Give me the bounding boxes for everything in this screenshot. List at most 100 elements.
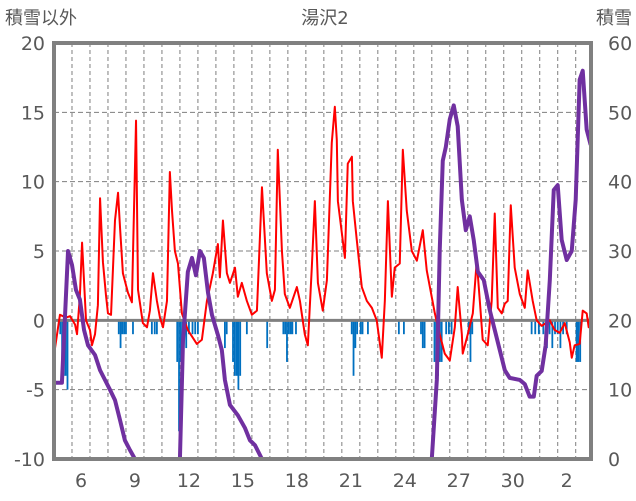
precipitation-bar [117, 320, 120, 335]
precipitation-bar [185, 320, 188, 349]
precipitation-bar [245, 320, 248, 335]
x-tick-label: 15 [231, 470, 255, 492]
precipitation-bar [176, 320, 179, 362]
precipitation-bar [123, 320, 126, 335]
precipitation-bar [577, 320, 580, 362]
precipitation-bar [471, 320, 474, 335]
precipitation-bar [237, 320, 240, 390]
right-tick-label: 20 [608, 310, 632, 332]
x-tick-label: 9 [129, 470, 141, 492]
precipitation-bar [530, 320, 533, 335]
precipitation-bar [350, 320, 353, 335]
left-axis-title: 積雪以外 [5, 8, 77, 29]
precipitation-bar [352, 320, 355, 376]
left-tick-label: 0 [33, 310, 45, 332]
x-tick-label: 27 [447, 470, 471, 492]
precipitation-bar [66, 320, 69, 390]
precipitation-bar [420, 320, 422, 335]
precipitation-bar [397, 320, 400, 335]
temperature-line [53, 105, 592, 362]
right-tick-label: 50 [608, 102, 632, 124]
precipitation-bar [359, 320, 362, 335]
precipitation-bar [469, 320, 472, 362]
precipitation-bar [194, 320, 197, 335]
precipitation-bar [125, 320, 127, 335]
precipitation-bar [64, 320, 67, 376]
left-tick-label: 5 [33, 241, 45, 263]
right-tick-label: 40 [608, 172, 632, 194]
precipitation-bar [548, 320, 551, 335]
gridlines [54, 43, 591, 459]
precipitation-bar [542, 320, 545, 335]
plot-frame [52, 41, 593, 461]
right-tick-label: 10 [608, 380, 632, 402]
precipitation-bar [354, 320, 357, 349]
precipitation-bar [225, 320, 228, 335]
precipitation-bar [235, 320, 238, 376]
precipitation-bar [289, 320, 292, 335]
precipitation-bar [121, 320, 124, 335]
series-lines [53, 68, 593, 461]
precipitation-bar [356, 320, 359, 335]
left-tick-label: 10 [21, 172, 45, 194]
precipitation-bar [178, 320, 180, 432]
precipitation-bar [551, 320, 554, 349]
precipitation-bar [179, 320, 182, 362]
left-tick-label: 20 [21, 33, 45, 55]
precipitation-bar [156, 320, 158, 335]
precipitation-bar [232, 320, 234, 362]
precipitation-bar [534, 320, 537, 335]
precipitation-bar [188, 320, 190, 335]
precipitation-bar [433, 320, 436, 362]
x-tick-label: 30 [501, 470, 525, 492]
left-tick-label: -5 [26, 380, 45, 402]
precipitation-bar [224, 320, 226, 349]
precipitation-bar [403, 320, 405, 335]
left-tick-label: 15 [21, 102, 45, 124]
x-tick-label: 21 [339, 470, 363, 492]
precipitation-bars [59, 320, 582, 432]
right-tick-label: 0 [608, 449, 620, 471]
x-tick-label: 18 [285, 470, 309, 492]
x-tick-label: 24 [393, 470, 417, 492]
precipitation-bar [153, 320, 156, 335]
precipitation-bar [445, 320, 448, 335]
precipitation-bar [450, 320, 453, 335]
precipitation-bar [119, 320, 122, 349]
right-tick-label: 30 [608, 241, 632, 263]
precipitation-bar [132, 320, 134, 335]
x-tick-label: 12 [177, 470, 201, 492]
right-axis-title: 積雪 [596, 8, 632, 29]
precipitation-bar [447, 320, 450, 335]
precipitation-bar [284, 320, 287, 335]
precipitation-bar [287, 320, 290, 335]
precipitation-bar [59, 320, 62, 335]
precipitation-bar [282, 320, 285, 335]
precipitation-bar [438, 320, 441, 362]
precipitation-bar [537, 320, 540, 335]
right-tick-label: 60 [608, 33, 632, 55]
precipitation-bar [291, 320, 294, 335]
precipitation-bar [286, 320, 288, 362]
precipitation-bar [295, 320, 297, 335]
precipitation-bar [191, 320, 194, 335]
precipitation-bar [575, 320, 578, 362]
plot-border [52, 41, 593, 461]
precipitation-bar [150, 320, 153, 335]
precipitation-bar [556, 320, 559, 335]
left-tick-label: -10 [14, 449, 45, 471]
precipitation-bar [239, 320, 242, 376]
precipitation-bar [197, 320, 199, 335]
precipitation-bar [421, 320, 424, 349]
precipitation-bar [423, 320, 426, 349]
precipitation-bar [361, 320, 364, 335]
precipitation-bar [559, 320, 562, 349]
precipitation-bar [266, 320, 269, 349]
precipitation-bar [367, 320, 369, 335]
x-tick-label: 6 [75, 470, 87, 492]
precipitation-bar [554, 320, 556, 335]
precipitation-bar [233, 320, 236, 376]
snow-depth-line [54, 68, 593, 461]
